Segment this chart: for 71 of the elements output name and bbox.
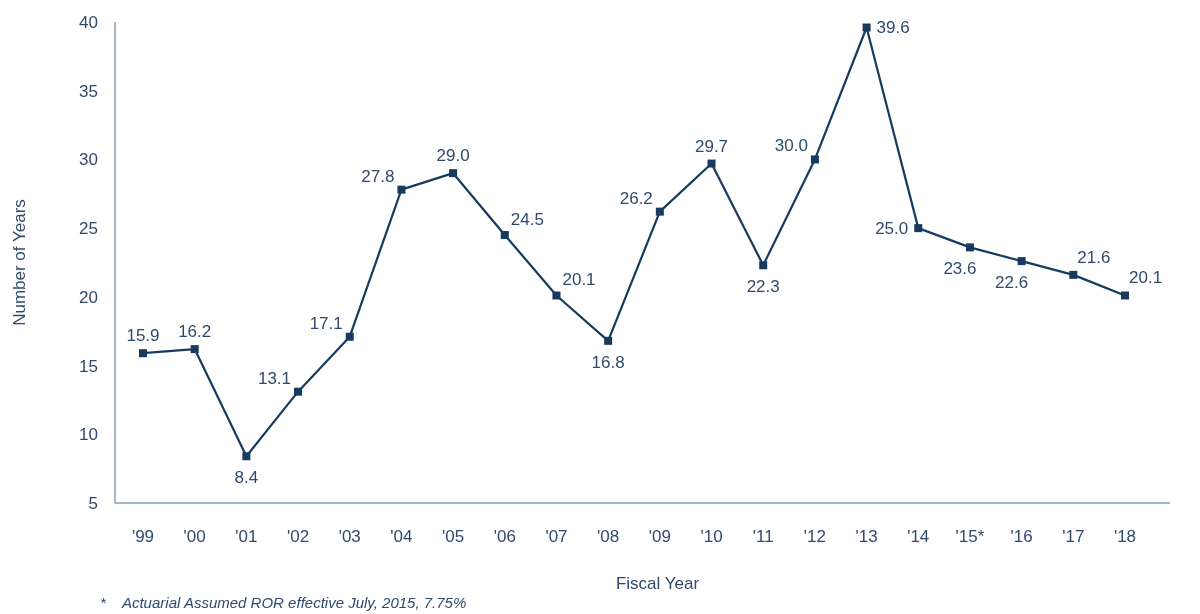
y-tick-label: 25	[79, 219, 98, 239]
x-tick-label: '06	[493, 527, 516, 546]
y-tick-label: 10	[79, 425, 98, 445]
text: 23.6	[943, 259, 977, 279]
point	[810, 155, 819, 164]
point	[345, 332, 354, 341]
point	[139, 349, 147, 358]
x-tick-label: '00	[183, 527, 206, 546]
text: 27.8	[361, 166, 395, 186]
x-tick-label: '08	[597, 527, 620, 546]
point	[294, 387, 303, 396]
x-tick-label: '14	[907, 527, 930, 546]
point	[965, 243, 974, 252]
text: 22.3	[746, 277, 780, 297]
x-tick-label: '12	[803, 527, 826, 546]
x-tick-label: '01	[235, 527, 258, 546]
y-tick-label: 40	[79, 13, 98, 32]
point	[604, 336, 613, 345]
point	[655, 207, 664, 216]
text: 25.0	[875, 219, 909, 239]
y-tick-label: 5	[88, 494, 98, 513]
text: 22.6	[995, 273, 1029, 293]
text: 8.4	[234, 468, 259, 488]
point	[1017, 257, 1026, 266]
point	[397, 185, 406, 194]
text: * Actuarial Assumed ROR effective July, 2015, 7.75%	[100, 594, 467, 611]
y-tick-label: 20	[79, 287, 98, 307]
x-tick-label: '04	[390, 527, 413, 546]
text: 21.6	[1077, 247, 1111, 267]
x-tick-label: '10	[700, 527, 723, 546]
point	[862, 23, 871, 32]
x-tick-label: '11	[752, 527, 774, 546]
text: 30.0	[774, 136, 808, 156]
text: 15.9	[126, 326, 160, 346]
text: 39.6	[876, 18, 910, 38]
point	[1069, 270, 1078, 279]
point	[242, 452, 251, 461]
x-tick-label: '09	[648, 527, 671, 546]
x-tick-label: '05	[442, 527, 465, 546]
y-tick-label: 30	[79, 150, 98, 170]
x-tick-label: '02	[286, 527, 310, 546]
text: 13.1	[257, 368, 292, 388]
text: 26.2	[619, 188, 653, 208]
text: 16.2	[178, 322, 212, 342]
x-tick-label: '18	[1113, 527, 1137, 546]
point	[500, 231, 509, 240]
x-tick-label: '03	[338, 527, 361, 546]
point	[759, 261, 768, 270]
y-axis-title: Number of Years	[10, 199, 29, 326]
point	[449, 169, 458, 178]
x-tick-label: '13	[855, 527, 878, 546]
x-tick-label: '16	[1010, 527, 1033, 546]
y-tick-label: 35	[79, 81, 98, 101]
point	[1121, 291, 1129, 300]
text: 24.5	[510, 210, 544, 230]
text: 29.7	[694, 136, 729, 156]
point	[707, 159, 716, 168]
x-tick-label: '17	[1062, 527, 1085, 546]
x-axis-title: Fiscal Year	[615, 574, 700, 593]
point	[190, 345, 199, 354]
point	[914, 224, 923, 233]
text: 20.1	[562, 270, 596, 290]
text: 20.1	[1129, 268, 1163, 288]
text: 16.8	[591, 352, 625, 372]
text: 17.1	[309, 313, 343, 333]
point	[552, 291, 561, 300]
x-tick-label: '07	[545, 527, 568, 546]
x-tick-label: '15*	[955, 527, 985, 546]
y-tick-label: 15	[79, 356, 98, 376]
x-tick-label: '99	[131, 527, 155, 546]
text: 29.0	[436, 146, 470, 166]
